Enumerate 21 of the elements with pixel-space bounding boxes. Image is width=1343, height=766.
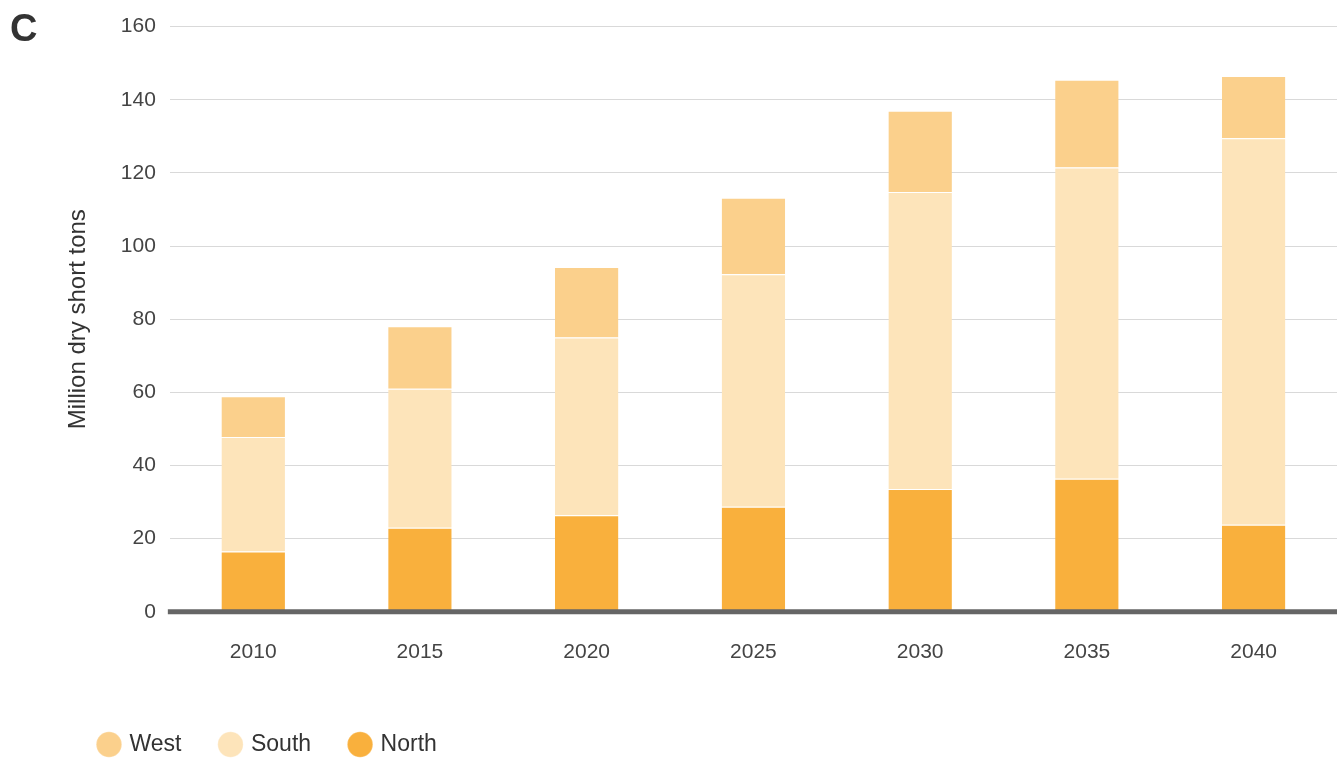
y-tick-label: 140 bbox=[120, 86, 156, 110]
x-tick-label: 2040 bbox=[1230, 639, 1277, 663]
y-tick-label: 80 bbox=[132, 306, 156, 329]
legend-label: South bbox=[250, 729, 312, 756]
y-tick-label: 160 bbox=[120, 13, 156, 37]
y-axis-title: Million dry short tons bbox=[63, 209, 91, 430]
x-tick-label: 2035 bbox=[1063, 639, 1111, 663]
y-tick-label: 40 bbox=[132, 452, 156, 476]
legend-label: West bbox=[129, 729, 183, 756]
x-tick-label: 2015 bbox=[396, 639, 444, 663]
text: C bbox=[10, 7, 38, 50]
x-tick-label: 2030 bbox=[896, 639, 944, 663]
legend-label: North bbox=[380, 729, 437, 756]
y-tick-label: 0 bbox=[144, 598, 156, 622]
x-tick-label: 2010 bbox=[229, 639, 277, 663]
x-tick-label: 2020 bbox=[563, 639, 611, 663]
y-tick-label: 20 bbox=[132, 525, 156, 549]
y-tick-label: 60 bbox=[132, 379, 156, 403]
x-tick-label: 2025 bbox=[730, 639, 777, 663]
y-tick-label: 120 bbox=[120, 159, 156, 183]
y-tick-label: 100 bbox=[120, 232, 156, 256]
